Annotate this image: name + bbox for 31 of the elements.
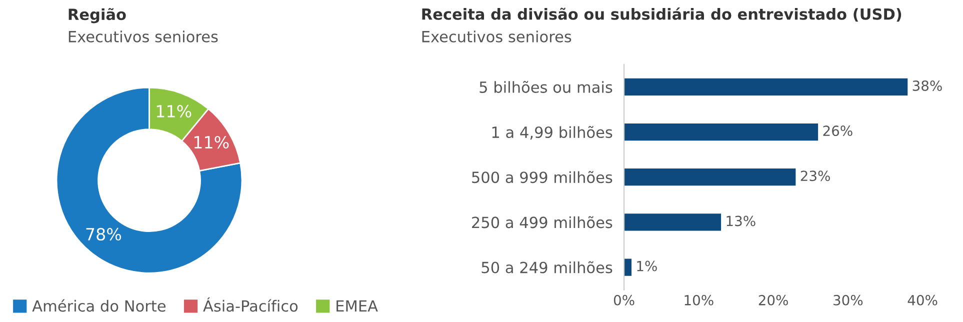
bar [624, 78, 908, 96]
x-tick-label: 20% [758, 294, 788, 306]
text: Executivos seniores [422, 30, 572, 42]
donut-slice [56, 86, 243, 274]
x-tick-label: 30% [834, 294, 863, 306]
chart-title: Região [68, 8, 126, 24]
legend-label: Ásia-Pacífico [203, 297, 298, 312]
data-label: 78% [86, 228, 122, 241]
data-label: 26% [823, 126, 852, 136]
data-label: 13% [726, 216, 756, 226]
legend-label: EMEA [336, 300, 378, 312]
bar [624, 214, 722, 231]
y-tick-label: 500 a 999 milhões [472, 171, 612, 184]
legend-label: América do Norte [32, 299, 166, 312]
bar [624, 258, 632, 276]
data-label: 11% [194, 136, 229, 149]
y-tick-label: 250 a 499 milhões [472, 216, 612, 228]
y-tick-label: 1 a 4,99 bilhões [492, 126, 612, 140]
x-tick-label: 40% [908, 294, 938, 306]
chart-subtitle: Executivos seniores [68, 30, 218, 42]
x-tick-label: 0% [614, 294, 634, 306]
bar [624, 168, 796, 186]
y-tick-label: 5 bilhões ou mais [480, 80, 612, 93]
y-tick-label: 50 a 249 milhões [482, 261, 612, 274]
data-label: 1% [637, 260, 657, 272]
chart-title: Receita da divisão ou subsidiária do entrevistado (USD) [422, 7, 902, 22]
data-label: 23% [800, 170, 830, 182]
data-label: 11% [156, 104, 192, 118]
data-label: 38% [912, 80, 942, 91]
x-tick-label: 10% [684, 294, 714, 306]
bar [624, 123, 818, 141]
